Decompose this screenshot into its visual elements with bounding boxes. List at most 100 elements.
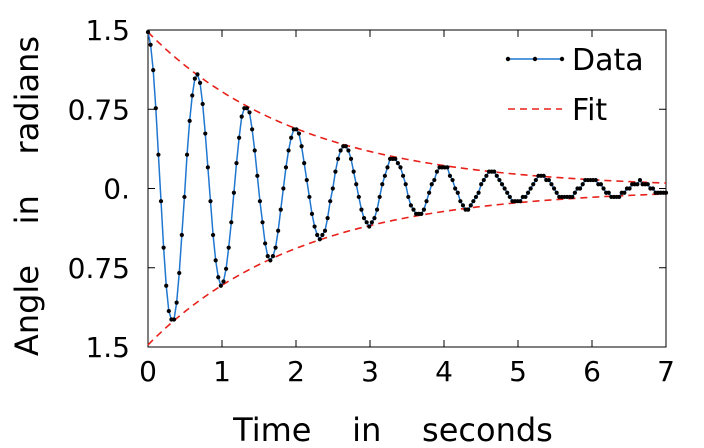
data-point — [549, 182, 554, 187]
data-point — [453, 186, 458, 191]
data-point — [322, 228, 328, 233]
data-point — [502, 186, 507, 191]
data-point — [315, 232, 320, 238]
data-point — [580, 182, 585, 187]
data-point — [382, 173, 387, 178]
data-point — [432, 177, 437, 183]
x-tick-label: 6 — [583, 355, 601, 388]
x-tick-label: 7 — [657, 355, 675, 388]
data-point — [283, 165, 289, 170]
data-point — [403, 182, 408, 187]
data-point — [179, 232, 184, 238]
data-point — [346, 148, 351, 153]
legend: Data Fit — [505, 43, 644, 128]
data-point — [471, 199, 476, 204]
data-point — [338, 148, 343, 153]
legend-fit-label: Fit — [572, 93, 607, 128]
axis-ticks — [147, 29, 667, 348]
data-point — [367, 224, 372, 229]
data-point — [497, 177, 502, 183]
data-point — [593, 177, 598, 183]
data-point — [484, 173, 489, 178]
data-point — [247, 110, 252, 115]
data-point — [637, 177, 643, 183]
data-point — [395, 161, 400, 166]
data-point — [419, 211, 424, 216]
data-point — [218, 283, 223, 288]
data-point — [424, 199, 429, 204]
data-point — [304, 177, 309, 183]
legend-data-marker-left — [505, 56, 511, 62]
data-point — [468, 203, 473, 208]
data-point — [518, 199, 523, 204]
data-point — [499, 182, 505, 187]
data-point — [289, 135, 294, 140]
data-point — [174, 300, 179, 305]
data-point — [234, 161, 239, 166]
data-point — [601, 186, 606, 191]
data-point — [385, 165, 390, 170]
data-point — [447, 173, 453, 178]
data-point — [302, 161, 307, 166]
data-point — [572, 190, 577, 195]
data-point — [354, 182, 359, 187]
data-point — [255, 173, 260, 178]
data-point — [213, 258, 218, 263]
data-point — [299, 144, 304, 149]
data-point — [145, 30, 151, 35]
data-point — [466, 207, 471, 212]
data-point — [200, 101, 205, 107]
data-point — [307, 194, 312, 200]
data-point — [257, 199, 263, 204]
data-point — [216, 275, 221, 280]
data-point — [380, 182, 385, 187]
x-tick-label: 5 — [509, 355, 527, 388]
data-point — [317, 237, 322, 242]
data-point — [263, 241, 268, 246]
data-point — [507, 194, 512, 200]
data-point — [546, 177, 551, 183]
data-point — [278, 207, 283, 212]
data-point — [182, 194, 187, 200]
data-point — [492, 169, 497, 174]
data-point — [197, 80, 203, 85]
x-tick-label: 1 — [213, 355, 231, 388]
data-point — [158, 199, 164, 204]
data-point — [377, 194, 382, 200]
data-point — [531, 182, 536, 187]
x-tick-label: 0 — [139, 355, 157, 388]
data-point — [523, 194, 528, 200]
data-point — [663, 190, 669, 195]
data-point — [406, 194, 411, 200]
data-point — [393, 156, 398, 162]
data-point — [372, 215, 377, 221]
data-point — [359, 207, 364, 212]
x-tick-label: 3 — [361, 355, 379, 388]
data-point — [528, 186, 533, 191]
data-point — [429, 182, 434, 187]
data-point — [286, 148, 291, 153]
data-point — [445, 165, 450, 170]
data-point — [161, 245, 166, 250]
fit-series — [147, 31, 667, 346]
data-point — [171, 317, 177, 322]
data-point — [153, 106, 158, 111]
data-point — [533, 177, 538, 183]
data-point — [361, 215, 367, 221]
data-point — [455, 190, 460, 195]
data-point — [281, 186, 286, 191]
data-point — [294, 127, 299, 132]
data-point — [250, 127, 255, 132]
data-point — [205, 165, 210, 170]
legend-data-label: Data — [572, 43, 644, 78]
data-point — [351, 169, 356, 174]
data-point — [364, 220, 369, 225]
data-point — [229, 220, 234, 225]
data-point — [525, 190, 531, 195]
y-tick-label: 1.5 — [85, 331, 130, 364]
data-point — [312, 224, 317, 229]
data-point — [505, 190, 510, 195]
data-point — [265, 254, 270, 259]
data-point — [210, 232, 216, 238]
data-point — [578, 186, 583, 191]
